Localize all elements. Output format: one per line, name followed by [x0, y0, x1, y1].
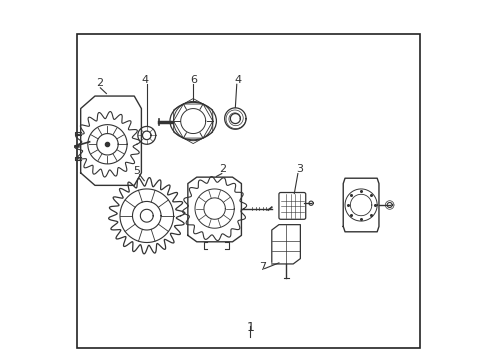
Bar — [77, 33, 420, 348]
Text: 1: 1 — [246, 321, 254, 334]
Text: 2: 2 — [220, 164, 226, 174]
Text: 4: 4 — [234, 75, 242, 85]
Text: 6: 6 — [191, 75, 197, 85]
Text: 2: 2 — [96, 78, 103, 89]
Text: 5: 5 — [134, 166, 141, 176]
Text: 4: 4 — [142, 75, 148, 85]
Text: 7: 7 — [259, 262, 267, 272]
Text: 3: 3 — [296, 164, 303, 174]
